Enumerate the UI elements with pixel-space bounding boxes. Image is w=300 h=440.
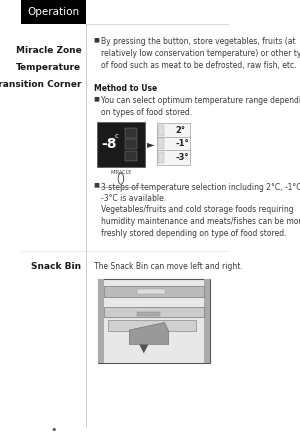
FancyBboxPatch shape [157, 123, 190, 138]
FancyBboxPatch shape [158, 125, 164, 136]
Text: Miracle Zone: Miracle Zone [16, 46, 81, 55]
Text: Vegetables/fruits and cold storage foods requiring
humidity maintenance and meat: Vegetables/fruits and cold storage foods… [101, 205, 300, 238]
Text: You can select optimum temperature range depending
on types of food stored.: You can select optimum temperature range… [101, 96, 300, 117]
Text: MIRACLE: MIRACLE [110, 170, 132, 175]
FancyBboxPatch shape [125, 128, 137, 138]
Text: Temperature: Temperature [16, 63, 81, 72]
FancyBboxPatch shape [158, 139, 164, 149]
FancyBboxPatch shape [104, 307, 204, 317]
FancyBboxPatch shape [137, 289, 166, 294]
Text: The Snack Bin can move left and right.: The Snack Bin can move left and right. [94, 262, 243, 271]
Text: ■: ■ [94, 37, 100, 42]
Text: Operation: Operation [27, 7, 80, 17]
Text: -3°: -3° [175, 153, 189, 162]
FancyBboxPatch shape [158, 152, 164, 163]
Text: c: c [115, 133, 119, 139]
Polygon shape [139, 345, 148, 353]
Text: ■: ■ [94, 96, 100, 101]
Text: -1°: -1° [175, 139, 189, 148]
Polygon shape [129, 323, 169, 345]
Text: By pressing the button, store vegetables, fruits (at
relatively low conservation: By pressing the button, store vegetables… [101, 37, 300, 70]
Text: ■: ■ [94, 183, 100, 187]
FancyBboxPatch shape [98, 279, 104, 363]
Text: Snack Bin: Snack Bin [31, 262, 81, 271]
Text: Transition Corner: Transition Corner [0, 80, 81, 88]
FancyBboxPatch shape [97, 122, 145, 167]
FancyBboxPatch shape [98, 279, 210, 363]
FancyBboxPatch shape [125, 139, 137, 149]
Text: 2°: 2° [175, 126, 185, 135]
FancyBboxPatch shape [157, 137, 190, 151]
Text: Method to Use: Method to Use [94, 84, 157, 93]
FancyBboxPatch shape [21, 0, 85, 24]
Text: 3 steps of temperature selection including 2°C, -1°C,
-3°C is available.: 3 steps of temperature selection includi… [101, 183, 300, 203]
FancyBboxPatch shape [109, 320, 196, 331]
Text: -8: -8 [102, 137, 117, 151]
Text: •: • [50, 425, 57, 435]
Text: ►: ► [147, 139, 154, 149]
FancyBboxPatch shape [125, 151, 137, 161]
FancyBboxPatch shape [157, 150, 190, 165]
FancyBboxPatch shape [137, 312, 160, 316]
FancyBboxPatch shape [104, 286, 204, 297]
FancyBboxPatch shape [204, 279, 210, 363]
